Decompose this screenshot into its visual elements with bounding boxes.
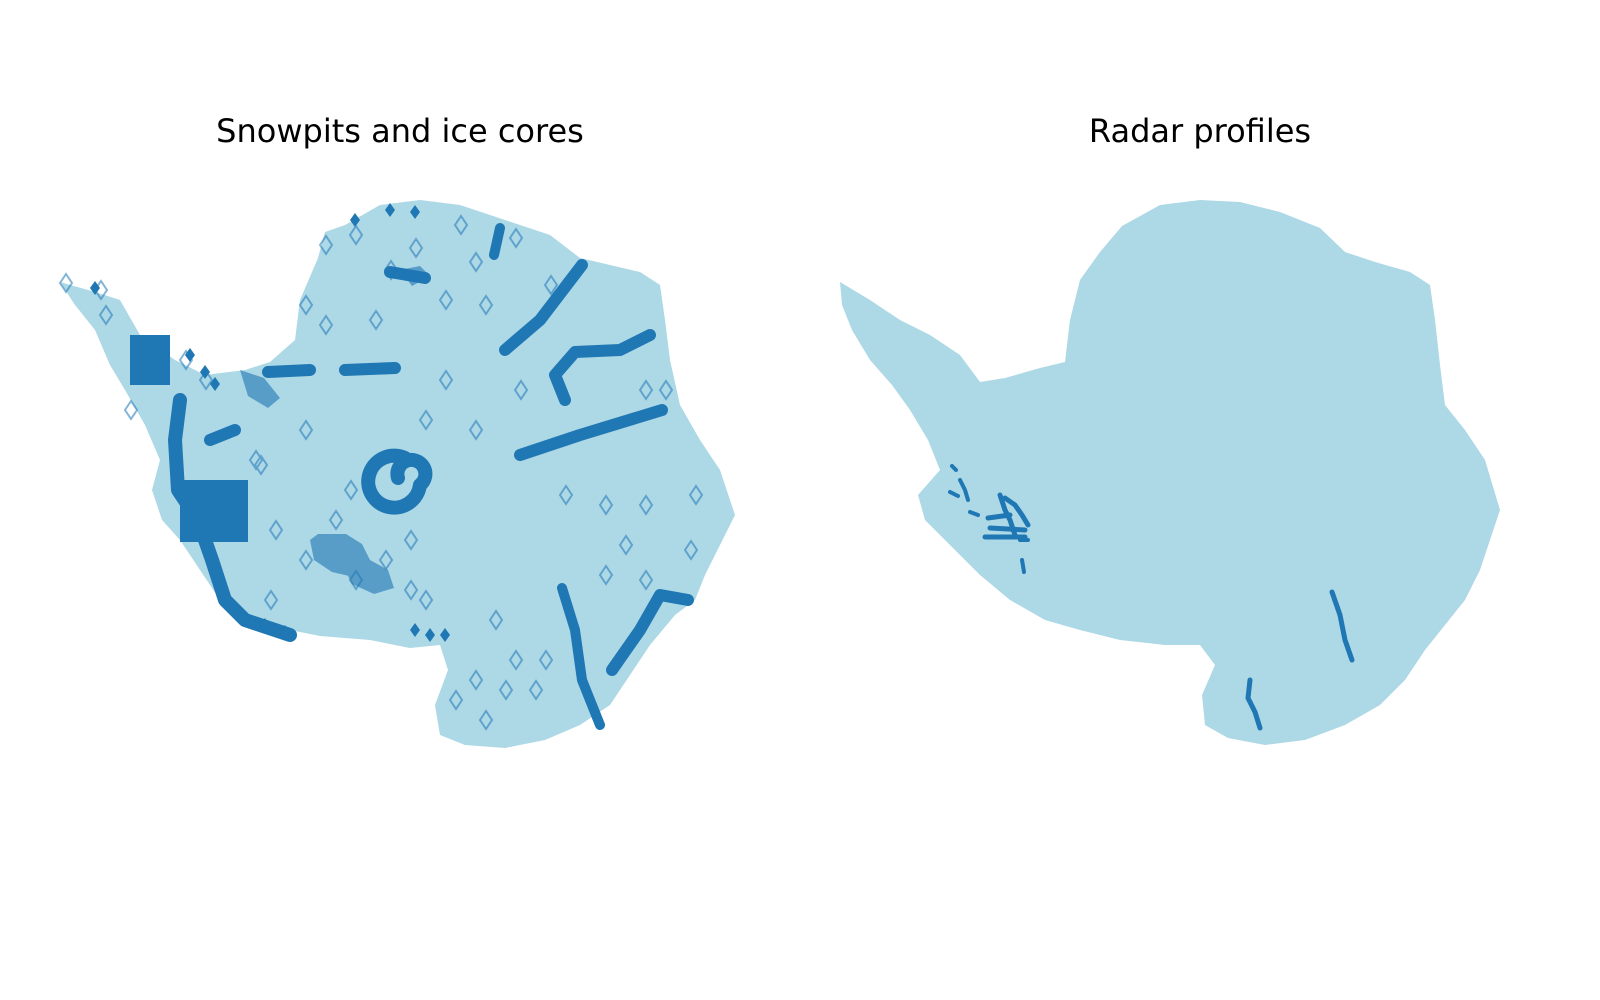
snowpit-spiral [361, 448, 433, 515]
radar-profile [1020, 558, 1026, 574]
radar-profile [1245, 677, 1263, 731]
radar-map [840, 200, 1500, 745]
snowpit-track [204, 424, 241, 446]
snowpits-title: Snowpits and ice cores [216, 112, 584, 150]
radar-profile [950, 464, 958, 472]
snowpit-track [339, 362, 401, 376]
radar-profiles [948, 464, 1355, 731]
radar-title: Radar profiles [1088, 112, 1312, 150]
snowpits-map [58, 200, 735, 748]
snowpit-track [489, 223, 505, 260]
snowpit-track [262, 364, 316, 378]
snowpit-dense-block [180, 480, 248, 542]
radar-panel: Radar profiles [800, 0, 1600, 1000]
snowpit-track [499, 259, 588, 356]
radar-profile [948, 490, 960, 498]
snowpit-markers [58, 214, 704, 731]
radar-profile [1002, 495, 1031, 528]
antarctica-landmass [840, 200, 1500, 745]
snowpit-track [557, 583, 605, 730]
radar-profile [985, 512, 1013, 521]
radar-profile [958, 478, 970, 502]
snowpit-track [514, 404, 668, 461]
snowpits-panel: Snowpits and ice cores [58, 112, 735, 748]
snowpit-track [549, 329, 656, 406]
snowpit-dense-block [130, 335, 170, 385]
radar-profile [987, 525, 1028, 533]
radar-profile [1329, 589, 1355, 663]
snowpit-track [606, 589, 694, 676]
snowpit-markers-dense [240, 266, 430, 594]
radar-profile [968, 510, 980, 517]
